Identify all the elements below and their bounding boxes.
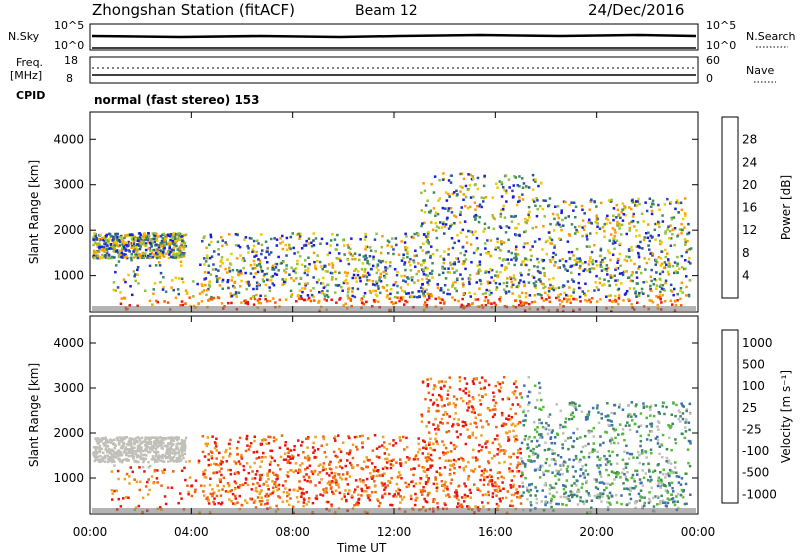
x-tick-label: 00:00 — [73, 525, 108, 539]
y-tick-label: 2000 — [53, 223, 84, 237]
colorbar-frame — [721, 329, 739, 504]
cpid-text: normal (fast stereo) 153 — [94, 93, 260, 107]
x-axis-labels: 00:00 04:00 08:00 12:00 16:00 20:00 00:00 — [73, 525, 716, 539]
nsearch-tick-low: 10^0 — [706, 39, 736, 52]
nsearch-label: N.Search — [746, 30, 796, 43]
freq-tick-low: 8 — [66, 72, 73, 85]
nsearch-tick-high: 10^5 — [706, 19, 736, 32]
x-tick-label: 12:00 — [377, 525, 412, 539]
y-tick-label: 1000 — [53, 471, 84, 485]
colorbar-label: Velocity [m s⁻¹] — [779, 370, 793, 463]
y-tick-label: 4000 — [53, 132, 84, 146]
colorbar-tick-label: 16 — [742, 201, 757, 215]
heatmap-cells — [92, 376, 692, 514]
x-tick-label: 16:00 — [478, 525, 513, 539]
freq-label-line1: Freq. — [16, 56, 43, 69]
colorbar-tick-label: 4 — [742, 268, 750, 282]
freq-panel-frame — [89, 56, 699, 84]
heatmap-cells — [92, 172, 693, 313]
colorbar-label: Power [dB] — [779, 175, 793, 240]
velocity-panel: 4000 3000 2000 1000 Slant Range [km] 1000 500 1… — [27, 315, 793, 515]
beam-label: Beam 12 — [355, 3, 418, 19]
freq-label-line2: [MHz] — [10, 69, 42, 82]
nave-tick-high: 60 — [706, 54, 720, 67]
colorbar-tick-label: 28 — [742, 133, 757, 147]
colorbar-tick-label: 12 — [742, 223, 757, 237]
y-tick-label: 1000 — [53, 269, 84, 283]
nsky-tick-low: 10^0 — [54, 39, 84, 52]
colorbar-tick-label: 1000 — [742, 336, 773, 350]
colorbar-tick-label: -500 — [742, 466, 769, 480]
x-tick-label: 04:00 — [174, 525, 209, 539]
colorbar-tick-label: 100 — [742, 379, 765, 393]
nave-label: Nave — [746, 64, 774, 77]
colorbar-tick-label: 20 — [742, 178, 757, 192]
y-tick-label: 3000 — [53, 381, 84, 395]
colorbar-frame — [721, 116, 739, 299]
x-tick-label: 08:00 — [275, 525, 310, 539]
y-tick-label: 4000 — [53, 336, 84, 350]
plot-frame — [89, 111, 699, 313]
colorbar-tick-label: 24 — [742, 155, 757, 169]
x-tick-label: 00:00 — [681, 525, 716, 539]
chart-title: Zhongshan Station (fitACF) — [92, 1, 295, 19]
power-panel: 4000 3000 2000 1000 Slant Range [km] 28 24 20 16… — [27, 111, 793, 313]
nave-tick-low: 0 — [706, 72, 713, 85]
x-tick-label: 20:00 — [579, 525, 614, 539]
freq-tick-high: 18 — [64, 54, 78, 67]
colorbar-tick-label: -1000 — [742, 487, 777, 501]
nsky-label: N.Sky — [8, 30, 40, 43]
colorbar-tick-label: -100 — [742, 444, 769, 458]
colorbar-tick-label: 8 — [742, 246, 750, 260]
y-tick-label: 3000 — [53, 178, 84, 192]
nsky-tick-high: 10^5 — [54, 19, 84, 32]
x-axis-title: Time UT — [336, 541, 387, 554]
colorbar-tick-label: 25 — [742, 401, 757, 415]
y-axis-label: Slant Range [km] — [27, 160, 41, 264]
y-axis-label: Slant Range [km] — [27, 363, 41, 467]
nsky-panel-frame — [89, 23, 699, 51]
colorbar-tick-label: 500 — [742, 358, 765, 372]
cpid-label: CPID — [16, 89, 45, 102]
y-tick-label: 2000 — [53, 426, 84, 440]
date-label: 24/Dec/2016 — [588, 1, 684, 19]
colorbar-tick-label: -25 — [742, 422, 762, 436]
nsky-trace — [91, 33, 697, 39]
